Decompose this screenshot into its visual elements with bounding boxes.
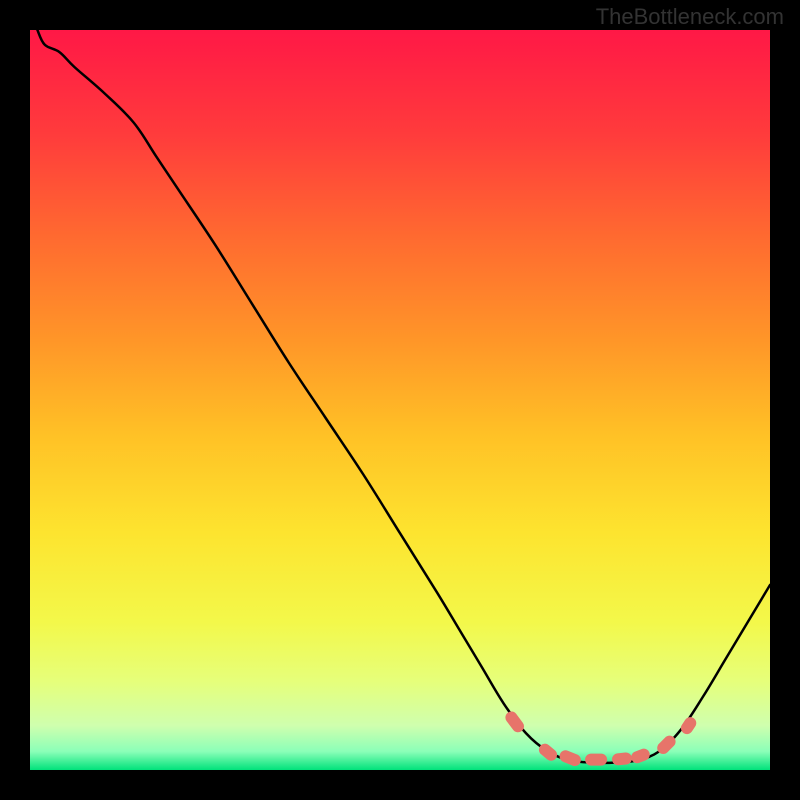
chart-svg (30, 30, 770, 770)
watermark-text: TheBottleneck.com (596, 4, 784, 30)
gradient-background (30, 30, 770, 770)
trough-marker (637, 755, 644, 758)
trough-marker (687, 723, 690, 728)
chart-container: TheBottleneck.com (0, 0, 800, 800)
trough-marker (618, 759, 626, 760)
trough-marker (663, 742, 669, 748)
trough-marker (566, 756, 575, 760)
trough-marker (545, 750, 551, 755)
plot-area (30, 30, 770, 770)
trough-marker (511, 718, 518, 727)
